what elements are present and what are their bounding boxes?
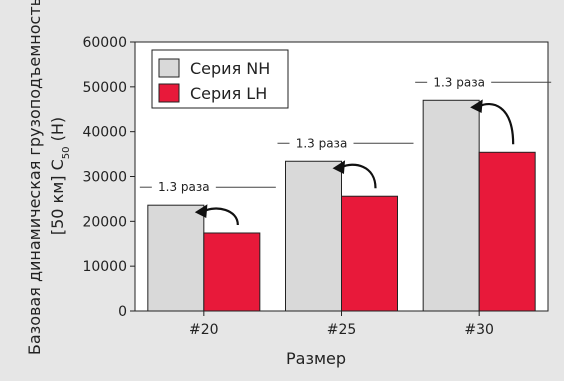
annotation-label: 1.3 раза bbox=[296, 136, 348, 150]
bar-lh-25 bbox=[341, 195, 398, 312]
legend-swatch-nh bbox=[158, 58, 180, 78]
bar-nh-20 bbox=[147, 204, 205, 312]
bar-lh-20 bbox=[203, 232, 261, 312]
bar-nh-25 bbox=[285, 160, 342, 312]
y-axis-title-line1: Базовая динамическая грузоподъемность bbox=[25, 0, 44, 355]
bar-nh-30 bbox=[422, 99, 480, 312]
annotation-arrow bbox=[203, 207, 239, 226]
y-axis-title-line2: [50 км] C50 (Н) bbox=[48, 117, 72, 235]
legend-label-nh: Серия NH bbox=[190, 59, 270, 78]
legend: Серия NH Серия LH bbox=[151, 49, 289, 109]
annotation-arrowhead bbox=[332, 160, 346, 175]
annotation-arrowhead bbox=[470, 99, 483, 114]
y-tick-label: 10000 bbox=[82, 259, 127, 275]
annotation-arrowhead bbox=[194, 204, 208, 218]
x-tick-label: #20 bbox=[189, 322, 219, 338]
y-tick-label: 50000 bbox=[82, 80, 127, 96]
annotation-arrow bbox=[341, 163, 377, 189]
y-tick-label: 0 bbox=[118, 304, 127, 320]
annotation-label: 1.3 раза bbox=[433, 75, 485, 89]
legend-swatch-lh bbox=[158, 83, 180, 103]
y-tick-label: 30000 bbox=[82, 170, 127, 186]
x-tick-label: #30 bbox=[464, 322, 494, 338]
y-tick-label: 20000 bbox=[82, 214, 127, 230]
x-tick-label: #25 bbox=[327, 322, 357, 338]
y-tick-label: 40000 bbox=[82, 125, 127, 141]
x-axis-title: Размер bbox=[286, 349, 346, 368]
y-tick-label: 60000 bbox=[82, 35, 127, 51]
legend-label-lh: Серия LH bbox=[190, 84, 267, 103]
annotation-arrow bbox=[478, 102, 515, 145]
bar-lh-30 bbox=[478, 151, 536, 312]
annotation-label: 1.3 раза bbox=[158, 180, 210, 194]
